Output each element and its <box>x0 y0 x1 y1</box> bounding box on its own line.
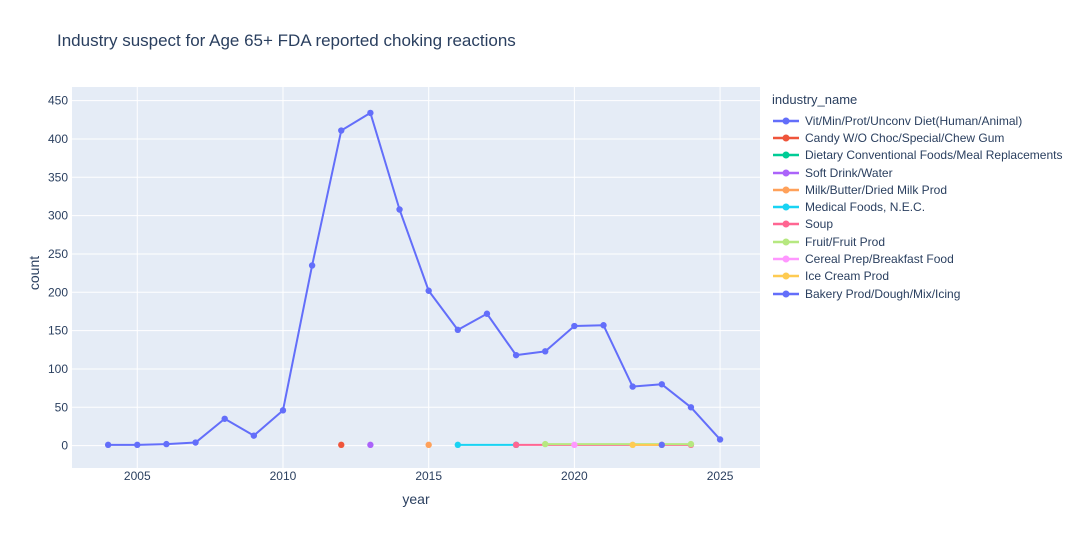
series-marker-7[interactable] <box>687 440 695 448</box>
legend-item-1[interactable]: Candy W/O Choc/Special/Chew Gum <box>772 129 1062 146</box>
series-marker-1[interactable] <box>338 441 345 449</box>
series-marker-0[interactable] <box>338 127 345 134</box>
y-tick-label: 0 <box>61 439 68 453</box>
legend-item-4[interactable]: Milk/Butter/Dried Milk Prod <box>772 181 1062 198</box>
legend: industry_name Vit/Min/Prot/Unconv Diet(H… <box>772 92 1062 302</box>
legend-item-label: Dietary Conventional Foods/Meal Replacem… <box>805 148 1063 163</box>
series-marker-0[interactable] <box>512 351 520 359</box>
series-marker-0[interactable] <box>687 404 695 411</box>
y-tick-label: 50 <box>55 400 69 414</box>
series-marker-5[interactable] <box>454 441 462 449</box>
legend-item-2[interactable]: Dietary Conventional Foods/Meal Replacem… <box>772 147 1062 164</box>
legend-swatch-icon <box>773 220 799 228</box>
legend-item-label: Milk/Butter/Dried Milk Prod <box>805 182 948 197</box>
series-marker-0[interactable] <box>396 206 403 213</box>
legend-swatch-icon <box>773 203 799 211</box>
series-marker-8[interactable] <box>571 441 578 449</box>
legend-item-7[interactable]: Fruit/Fruit Prod <box>772 233 1062 250</box>
y-tick-label: 400 <box>48 132 68 146</box>
series-marker-0[interactable] <box>308 262 316 269</box>
series-marker-6[interactable] <box>512 441 520 449</box>
y-tick-label: 150 <box>48 324 68 338</box>
legend-item-5[interactable]: Medical Foods, N.E.C. <box>772 198 1062 215</box>
legend-item-label: Fruit/Fruit Prod <box>805 234 886 249</box>
series-marker-0[interactable] <box>250 432 258 439</box>
series-marker-0[interactable] <box>221 415 228 422</box>
legend-item-3[interactable]: Soft Drink/Water <box>772 164 1062 181</box>
legend-swatch-icon <box>773 272 799 280</box>
series-marker-0[interactable] <box>542 348 549 355</box>
x-tick-label: 2015 <box>415 469 442 483</box>
legend-swatch-icon <box>773 290 799 298</box>
legend-item-6[interactable]: Soup <box>772 216 1062 233</box>
legend-swatch-icon <box>773 151 799 159</box>
series-marker-0[interactable] <box>425 287 432 294</box>
y-tick-label: 250 <box>48 247 68 261</box>
legend-swatch-icon <box>773 117 799 125</box>
chart-title: Industry suspect for Age 65+ FDA reporte… <box>57 31 516 50</box>
legend-item-label: Ice Cream Prod <box>805 269 890 284</box>
series-marker-0[interactable] <box>104 441 112 449</box>
legend-item-label: Cereal Prep/Breakfast Food <box>805 252 954 267</box>
series-marker-0[interactable] <box>279 407 287 414</box>
y-tick-label: 450 <box>48 94 68 108</box>
legend-item-8[interactable]: Cereal Prep/Breakfast Food <box>772 250 1062 267</box>
legend-item-label: Soup <box>805 217 834 232</box>
series-marker-0[interactable] <box>454 326 462 334</box>
legend-item-0[interactable]: Vit/Min/Prot/Unconv Diet(Human/Animal) <box>772 112 1062 129</box>
y-tick-label: 100 <box>48 362 68 376</box>
series-marker-4[interactable] <box>425 441 432 449</box>
series-marker-0[interactable] <box>629 383 636 390</box>
x-axis-title: year <box>402 491 430 507</box>
series-marker-0[interactable] <box>163 440 170 448</box>
legend-items: Vit/Min/Prot/Unconv Diet(Human/Animal) Ca… <box>772 112 1062 302</box>
series-line-0 <box>107 111 722 446</box>
plot-background[interactable] <box>72 87 760 468</box>
legend-swatch-icon <box>773 134 799 142</box>
legend-swatch-icon <box>773 186 799 194</box>
series-marker-0[interactable] <box>134 441 141 449</box>
series-marker-10[interactable] <box>658 441 665 449</box>
legend-item-label: Bakery Prod/Dough/Mix/Icing <box>805 286 961 301</box>
x-tick-label: 2020 <box>561 469 588 483</box>
x-tick-label: 2010 <box>270 469 297 483</box>
legend-swatch-icon <box>773 238 799 246</box>
series-marker-0[interactable] <box>483 310 491 317</box>
series-marker-3[interactable] <box>367 441 374 449</box>
y-tick-label: 350 <box>48 170 68 184</box>
legend-swatch-icon <box>773 255 799 263</box>
legend-item-label: Soft Drink/Water <box>805 165 893 180</box>
y-tick-label: 300 <box>48 209 68 223</box>
legend-title: industry_name <box>772 92 858 107</box>
series-marker-0[interactable] <box>367 109 374 117</box>
legend-item-10[interactable]: Bakery Prod/Dough/Mix/Icing <box>772 285 1062 302</box>
legend-item-label: Medical Foods, N.E.C. <box>805 200 926 215</box>
series-marker-0[interactable] <box>192 439 199 446</box>
series-marker-0[interactable] <box>658 381 665 388</box>
y-axis-title: count <box>26 255 42 291</box>
legend-item-label: Candy W/O Choc/Special/Chew Gum <box>805 130 1005 145</box>
series-marker-7[interactable] <box>542 440 549 448</box>
legend-swatch-icon <box>773 169 799 177</box>
legend-item-9[interactable]: Ice Cream Prod <box>772 268 1062 285</box>
legend-item-label: Vit/Min/Prot/Unconv Diet(Human/Animal) <box>805 113 1023 128</box>
series-marker-9[interactable] <box>629 441 636 449</box>
x-tick-label: 2005 <box>124 469 151 483</box>
y-tick-label: 200 <box>48 285 68 299</box>
series-marker-0[interactable] <box>571 322 578 330</box>
x-tick-label: 2025 <box>707 469 734 483</box>
series-marker-0[interactable] <box>600 322 607 329</box>
series-marker-0[interactable] <box>716 436 724 443</box>
